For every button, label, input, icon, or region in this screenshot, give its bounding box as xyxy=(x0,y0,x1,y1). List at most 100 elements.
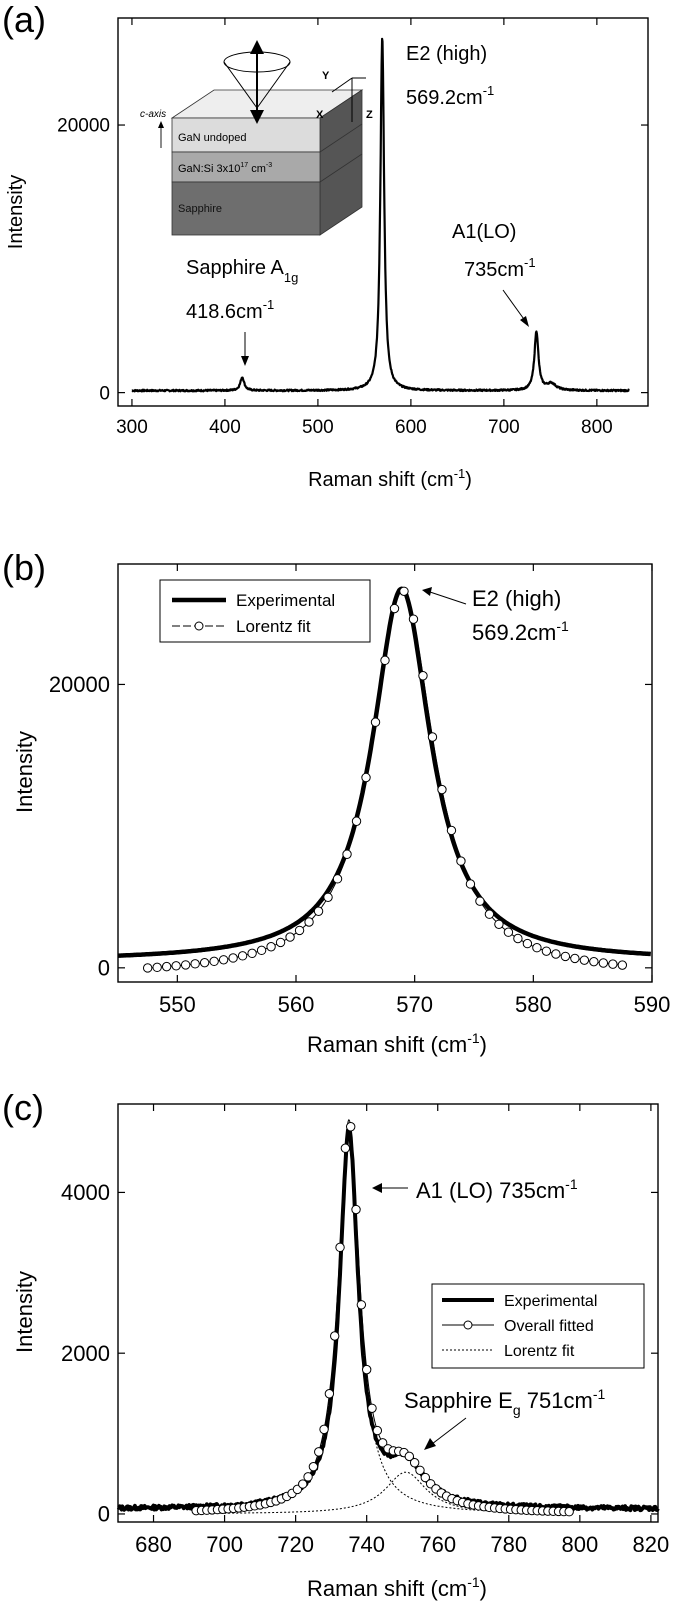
annotation-sapphire-name-a: Sapphire A1g xyxy=(186,257,298,285)
x-tick-label-b: 590 xyxy=(634,992,671,1017)
fit-point-c xyxy=(356,1300,367,1310)
panel-label-c: (c) xyxy=(2,1087,44,1128)
y-axis-ticks-b: 0 20000 xyxy=(49,672,652,981)
fit-point-b xyxy=(247,948,257,959)
y-tick-label-a: 20000 xyxy=(57,116,110,137)
x-tick-label-c: 780 xyxy=(490,1532,527,1557)
chart-panel-b: (b) 550 560 570 580 590 0 20000 Experimental … xyxy=(2,547,670,1057)
fit-point-c xyxy=(319,1424,329,1435)
layer-top-label: GaN undoped xyxy=(178,132,247,144)
x-tick-label-a: 500 xyxy=(302,417,334,438)
fit-point-b xyxy=(589,956,599,967)
c-axis-label: c-axis xyxy=(140,109,166,120)
axis-x-label: X xyxy=(316,109,324,121)
laser-arrow-down-head xyxy=(250,110,264,124)
annotation-sapphire-pos-a: 418.6cm-1 xyxy=(186,297,274,323)
fit-point-c xyxy=(361,1364,372,1375)
y-axis-ticks-c: 0 2000 4000 xyxy=(61,1180,658,1527)
fit-point-b xyxy=(541,946,552,956)
fit-point-b xyxy=(418,671,428,681)
x-axis-label-a: Raman shift (cm-1) xyxy=(308,466,472,491)
plot-frame-a xyxy=(117,17,649,407)
arrow-e2-b xyxy=(429,591,467,605)
x-tick-label-c: 720 xyxy=(277,1532,314,1557)
x-tick-label-c: 680 xyxy=(135,1532,172,1557)
fit-point-b xyxy=(475,896,485,906)
fit-point-b xyxy=(446,825,457,836)
chart-panel-a: (a) 300 400 500 600 700 800 0 20000 Raman shif… xyxy=(2,0,649,491)
fit-point-b xyxy=(161,961,172,972)
layer-bottom-label: Sapphire xyxy=(178,203,222,215)
fit-point-b xyxy=(351,816,362,826)
arrow-sapphire-head-a xyxy=(241,356,249,366)
panel-label-b: (b) xyxy=(2,547,46,588)
fit-point-b xyxy=(199,957,210,968)
y-tick-label-b: 0 xyxy=(98,956,110,981)
x-tick-label-a: 300 xyxy=(116,417,148,438)
fit-point-b xyxy=(152,962,162,973)
arrow-a1-head-c xyxy=(372,1183,382,1193)
fit-point-c xyxy=(415,1465,425,1475)
x-axis-label-b: Raman shift (cm-1) xyxy=(307,1030,487,1057)
y-tick-label-c: 0 xyxy=(98,1502,110,1527)
x-tick-label-b: 560 xyxy=(278,992,315,1017)
y-axis-label-a: Intensity xyxy=(5,175,27,249)
legend-label-experimental-b: Experimental xyxy=(236,591,335,610)
panel-label-a: (a) xyxy=(2,0,46,40)
x-axis-ticks-a: 300 400 500 600 700 800 xyxy=(116,18,613,438)
fit-point-b xyxy=(218,955,229,965)
fit-point-b xyxy=(209,956,219,967)
laser-arrow-up-head xyxy=(250,40,264,54)
fit-point-b xyxy=(484,909,495,919)
x-axis-ticks-b: 550 560 570 580 590 xyxy=(159,564,670,1017)
fit-point-b xyxy=(456,856,466,866)
fit-point-c xyxy=(409,1458,420,1468)
x-tick-label-b: 550 xyxy=(159,992,196,1017)
legend-label-lorentz-c: Lorentz fit xyxy=(504,1343,575,1360)
legend-label-experimental-c: Experimental xyxy=(504,1293,597,1310)
fit-point-c xyxy=(314,1447,324,1457)
arrow-a1-head-a xyxy=(520,316,529,327)
legend-c: Experimental Overall fitted Lorentz fit xyxy=(431,1283,645,1369)
fit-point-b xyxy=(171,961,181,971)
x-tick-label-c: 760 xyxy=(419,1532,456,1557)
fit-point-b xyxy=(427,732,438,742)
y-tick-label-c: 2000 xyxy=(61,1341,110,1366)
legend-label-overall-c: Overall fitted xyxy=(504,1318,594,1335)
fit-point-b xyxy=(361,772,371,783)
fit-point-b xyxy=(617,960,628,970)
x-tick-label-a: 800 xyxy=(581,417,613,438)
fit-point-c xyxy=(298,1479,308,1489)
fit-point-c xyxy=(330,1331,340,1341)
fit-point-b xyxy=(408,614,419,624)
axis-y-label: Y xyxy=(322,70,330,82)
spectrum-line-a xyxy=(131,37,630,393)
fit-point-c xyxy=(324,1389,335,1399)
y-axis-label-c: Intensity xyxy=(12,1271,37,1353)
fit-point-b xyxy=(285,932,295,942)
annotation-e2-name-b: E2 (high) xyxy=(472,586,561,611)
fit-point-c xyxy=(308,1461,319,1472)
plot-frame-b xyxy=(117,563,653,983)
fit-point-b xyxy=(389,603,400,614)
fit-point-b xyxy=(608,959,618,969)
plot-frame-c xyxy=(117,1103,659,1523)
legend-label-fit-b: Lorentz fit xyxy=(236,617,311,636)
fit-point-b xyxy=(180,960,191,970)
arrow-sapphire-c xyxy=(431,1417,467,1445)
layer-mid-label: GaN:Si 3x1017 cm-3 xyxy=(178,162,272,175)
sample-layer-diagram: GaN undoped GaN:Si 3x1017 cm-3 Sapphire … xyxy=(140,40,373,236)
fit-point-c xyxy=(404,1451,415,1462)
fit-point-b xyxy=(237,951,248,961)
fit-point-b xyxy=(323,892,333,902)
fit-point-c xyxy=(377,1438,388,1448)
fit-point-b xyxy=(190,959,200,969)
fit-point-b xyxy=(256,945,267,956)
fit-point-b xyxy=(266,942,276,952)
fit-point-c xyxy=(340,1143,351,1153)
fit-point-b xyxy=(142,963,153,973)
fit-point-b xyxy=(494,919,504,930)
annotation-e2-pos-b: 569.2cm-1 xyxy=(472,618,569,645)
x-tick-label-c: 740 xyxy=(348,1532,385,1557)
fit-point-c xyxy=(303,1472,313,1482)
